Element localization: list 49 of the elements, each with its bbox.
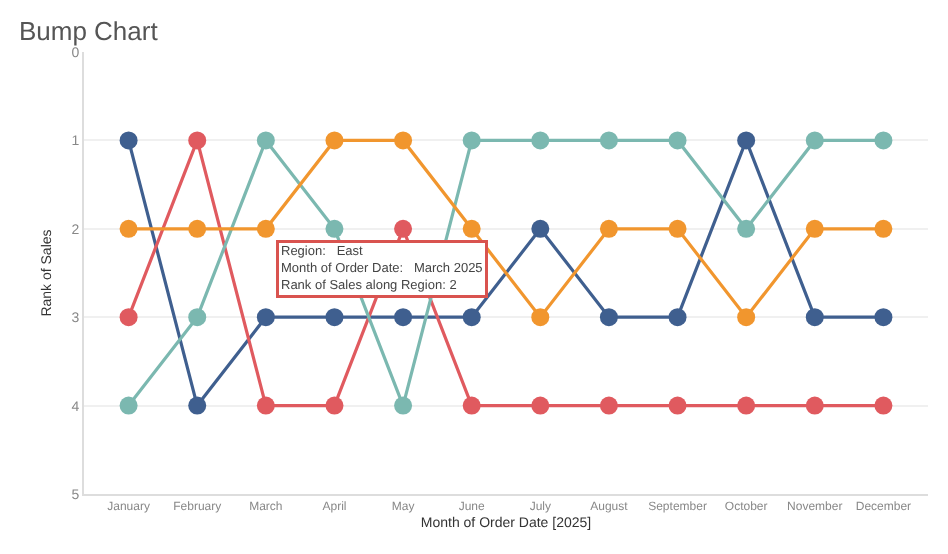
point (599, 131, 618, 150)
point (119, 219, 138, 238)
point (256, 308, 275, 327)
point (599, 219, 618, 238)
point (119, 396, 138, 415)
point (668, 308, 687, 327)
point (188, 219, 207, 238)
point (119, 131, 138, 150)
point (462, 396, 481, 415)
point (256, 396, 275, 415)
point (325, 396, 344, 415)
point (188, 131, 207, 150)
point (394, 308, 413, 327)
point (462, 219, 481, 238)
point (188, 396, 207, 415)
chart-title: Bump Chart (18, 16, 159, 47)
point (394, 396, 413, 415)
point (805, 131, 824, 150)
point (805, 308, 824, 327)
point (874, 219, 893, 238)
point (188, 308, 207, 327)
point (668, 396, 687, 415)
point (599, 308, 618, 327)
point (805, 396, 824, 415)
point (737, 219, 756, 238)
point (256, 131, 275, 150)
point (874, 308, 893, 327)
point (599, 396, 618, 415)
point (737, 308, 756, 327)
point (737, 396, 756, 415)
point (874, 131, 893, 150)
point (462, 131, 481, 150)
point (325, 219, 344, 238)
point (531, 308, 550, 327)
point (394, 219, 413, 238)
point (668, 219, 687, 238)
point (531, 131, 550, 150)
point (805, 219, 824, 238)
point (256, 219, 275, 238)
point (531, 396, 550, 415)
point (737, 131, 756, 150)
point (325, 131, 344, 150)
point (531, 219, 550, 238)
point (874, 396, 893, 415)
point (119, 308, 138, 327)
point (394, 131, 413, 150)
point (462, 308, 481, 327)
point (325, 308, 344, 327)
point (668, 131, 687, 150)
